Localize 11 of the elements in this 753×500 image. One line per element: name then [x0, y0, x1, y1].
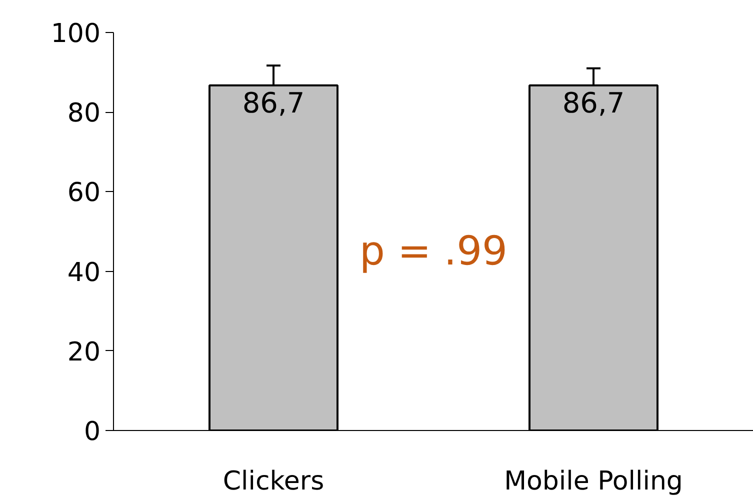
y-tick-label: 100 — [50, 19, 101, 49]
y-tick-label: 40 — [67, 258, 101, 288]
data-label: 86,7 — [562, 86, 625, 120]
x-tick-label: Clickers — [222, 466, 324, 496]
y-tick-label: 80 — [67, 98, 101, 129]
y-tick-label: 20 — [67, 337, 101, 368]
annotation: p = .99 — [360, 228, 508, 274]
data-label: 86,7 — [242, 86, 305, 120]
y-tick-label: 0 — [84, 417, 101, 447]
y-tick-label: 60 — [67, 178, 101, 208]
x-tick-label: Mobile Polling — [504, 466, 683, 496]
